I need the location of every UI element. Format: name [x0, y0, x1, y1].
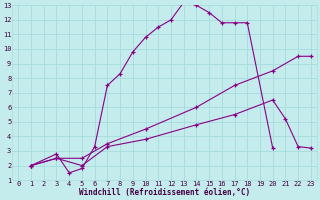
- X-axis label: Windchill (Refroidissement éolien,°C): Windchill (Refroidissement éolien,°C): [79, 188, 250, 197]
